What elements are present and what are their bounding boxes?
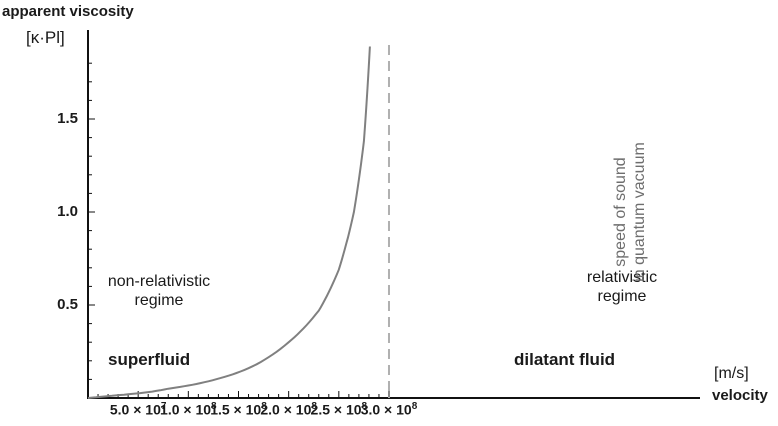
superfluid-label: superfluid (108, 350, 191, 369)
y-tick-label: 1.5 (57, 110, 78, 127)
speed-of-sound-label: speed of sound in quantum vacuum (612, 142, 648, 282)
y-axis-unit: [κ·Pl] (26, 28, 65, 47)
x-tick-label: 5.0 × 107 (109, 401, 167, 418)
y-tick-label: 1.0 (57, 203, 78, 220)
x-axis-unit: [m/s] (714, 365, 749, 382)
non-relativistic-label: non-relativistic regime (107, 273, 211, 309)
x-tick-label: 1.5 × 108 (210, 401, 267, 418)
x-tick-label: 3.0 × 108 (360, 401, 418, 418)
x-tick-label: 2.5 × 108 (310, 401, 368, 418)
relativistic-label: relativistic regime (586, 269, 658, 305)
x-axis-title: velocity (712, 387, 768, 404)
y-tick-label: 0.5 (57, 296, 78, 313)
x-tick-label: 1.0 × 108 (160, 401, 217, 418)
y-axis-title: apparent viscosity (2, 3, 134, 20)
dilatant-fluid-label: dilatant fluid (514, 350, 616, 369)
x-tick-label: 2.0 × 108 (260, 401, 317, 418)
viscosity-curve (87, 46, 371, 399)
